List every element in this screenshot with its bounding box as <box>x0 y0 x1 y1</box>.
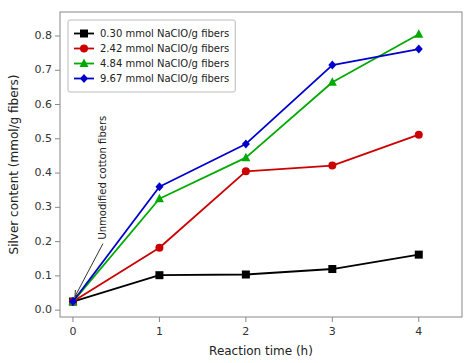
y-tick <box>55 70 60 71</box>
series-line <box>73 255 419 302</box>
y-axis-label: Silver content (mmol/g fibers) <box>7 75 21 255</box>
y-tick <box>55 207 60 208</box>
y-tick <box>55 173 60 174</box>
x-axis-label: Reaction time (h) <box>209 344 313 358</box>
x-tick <box>72 317 73 322</box>
legend-marker <box>80 59 89 68</box>
legend-marker <box>80 30 88 38</box>
y-tick-label: 0.7 <box>35 63 53 76</box>
point <box>155 182 163 191</box>
chart: 0 1 2 3 4 0.0 0.1 0.2 0.3 0.4 0.5 0.6 0.7 0.8 Reaction… <box>0 0 474 363</box>
y-tick-label: 0.8 <box>35 29 53 42</box>
point <box>414 29 423 38</box>
annotation-arrow <box>75 244 103 297</box>
point <box>155 271 163 279</box>
x-tick-label: 2 <box>242 325 249 338</box>
x-tick-label: 0 <box>69 325 76 338</box>
legend-label: 2.42 mmol NaClO/g fibers <box>100 43 229 54</box>
legend: 0.30 mmol NaClO/g fibers 2.42 mmol NaClO/… <box>68 20 235 92</box>
legend-label: 4.84 mmol NaClO/g fibers <box>100 58 229 69</box>
y-tick-label: 0.5 <box>35 132 53 145</box>
x-tick-label: 4 <box>415 325 422 338</box>
point <box>328 61 336 70</box>
point <box>155 244 163 252</box>
y-tick <box>55 138 60 139</box>
legend-marker <box>80 45 88 53</box>
point <box>415 131 423 139</box>
y-tick-label: 0.4 <box>35 166 53 179</box>
point <box>69 297 77 306</box>
point <box>328 265 336 273</box>
point <box>415 45 423 54</box>
y-tick-label: 0.6 <box>35 98 53 111</box>
y-tick <box>55 275 60 276</box>
point <box>242 271 250 279</box>
x-tick-label: 1 <box>156 325 163 338</box>
y-tick <box>55 241 60 242</box>
series-line <box>73 34 419 301</box>
point <box>415 251 423 259</box>
legend-label: 9.67 mmol NaClO/g fibers <box>100 73 229 84</box>
point <box>155 194 164 203</box>
y-tick <box>55 310 60 311</box>
x-tick <box>418 317 419 322</box>
legend-marker <box>80 74 88 83</box>
x-tick <box>245 317 246 322</box>
y-tick-label: 0.2 <box>35 235 53 248</box>
legend-label: 0.30 mmol NaClO/g fibers <box>100 28 229 39</box>
x-tick <box>159 317 160 322</box>
y-tick-label: 0.3 <box>35 200 53 213</box>
point <box>328 162 336 170</box>
series-line <box>73 135 419 302</box>
annotation-text: Unmodified cotton fibers <box>97 116 108 240</box>
y-tick <box>55 35 60 36</box>
legend-frame <box>68 20 235 92</box>
point <box>328 77 337 86</box>
point <box>242 139 250 148</box>
x-tick <box>332 317 333 322</box>
y-tick <box>55 104 60 105</box>
y-tick-label: 0.1 <box>35 269 53 282</box>
plot-frame <box>60 12 462 317</box>
y-tick-label: 0.0 <box>35 303 53 316</box>
point <box>242 167 250 175</box>
point <box>241 153 250 162</box>
x-tick-label: 3 <box>329 325 336 338</box>
